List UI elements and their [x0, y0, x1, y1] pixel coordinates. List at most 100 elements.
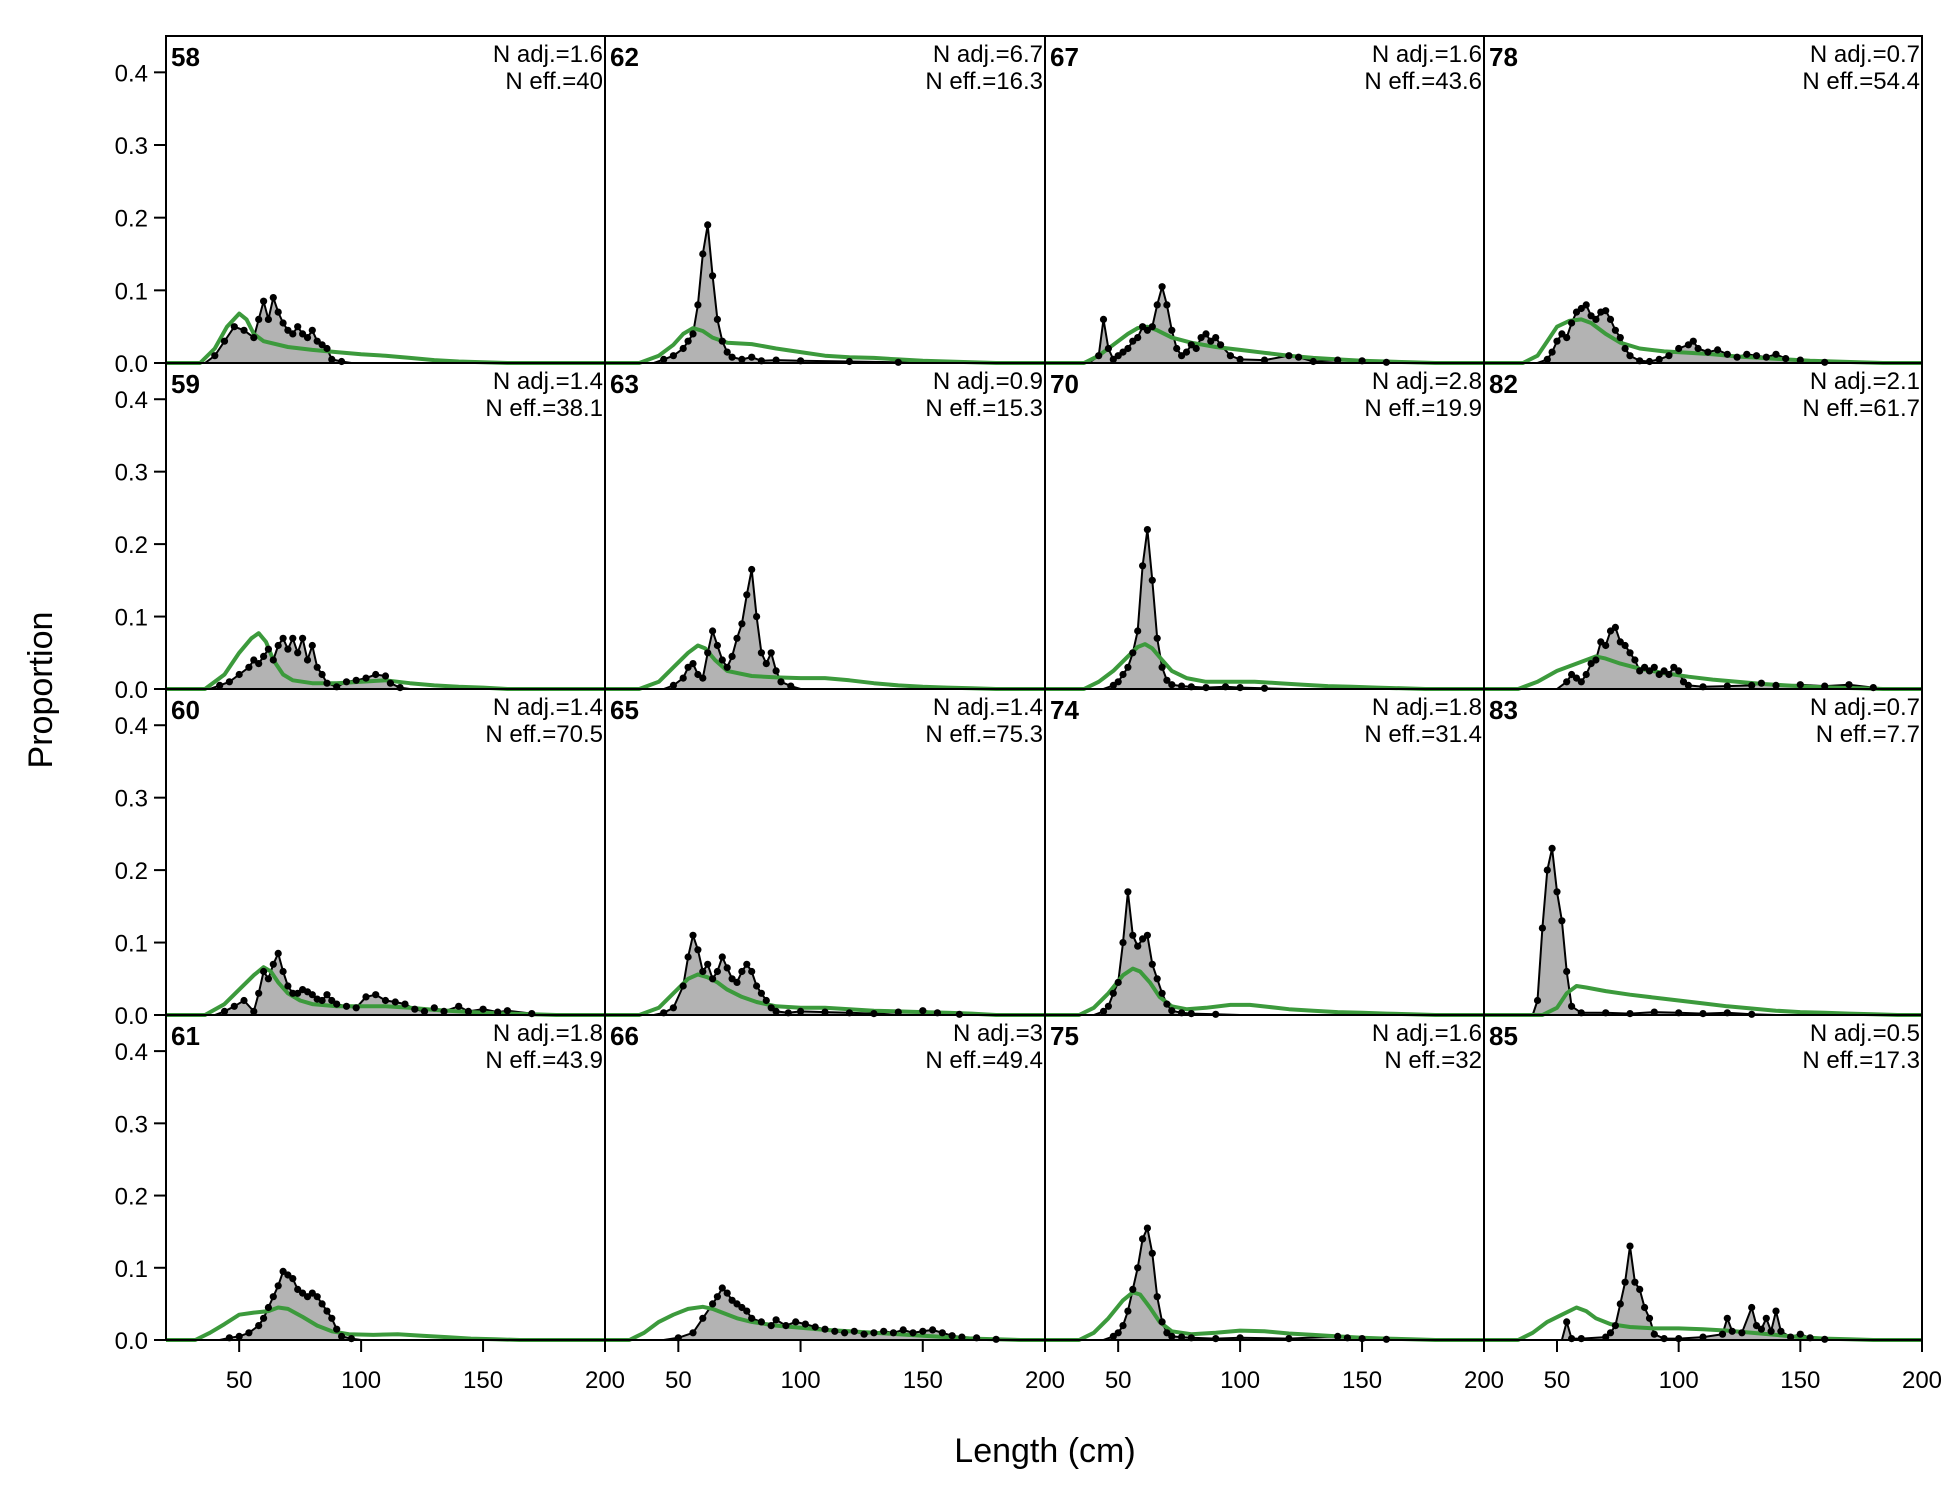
observed-point	[381, 996, 390, 1005]
n-adj-label: N adj.=6.7	[933, 41, 1043, 68]
observed-point	[899, 1326, 907, 1334]
observed-point	[245, 663, 253, 671]
observed-point	[713, 315, 722, 323]
observed-point	[699, 1314, 707, 1322]
y-tick-label: 0.3	[115, 133, 148, 160]
observed-point	[269, 960, 277, 968]
x-tick-label: 50	[665, 1367, 692, 1394]
observed-point	[386, 679, 394, 687]
panel-83: 83 N adj.=0.7N eff.=7.7	[1483, 688, 1923, 1018]
observed-point	[323, 1307, 331, 1315]
observed-point	[1114, 678, 1122, 686]
observed-point	[503, 1007, 511, 1015]
observed-point	[1699, 1010, 1707, 1018]
observed-point	[1699, 1333, 1707, 1341]
observed-point	[704, 221, 712, 229]
observed-point	[1772, 1307, 1780, 1315]
observed-point	[372, 991, 380, 999]
observed-point	[279, 967, 287, 976]
observed-point	[318, 1300, 326, 1308]
panel-61: 61 N adj.=1.8N eff.=43.9	[165, 1014, 606, 1343]
observed-point	[1212, 1335, 1220, 1343]
observed-point	[1187, 341, 1195, 349]
observed-point	[723, 964, 731, 972]
observed-point	[801, 1320, 810, 1328]
observed-point	[1124, 888, 1132, 896]
observed-point	[757, 989, 766, 997]
observed-line	[1484, 848, 1922, 1016]
observed-point	[1645, 1314, 1654, 1322]
observed-point	[1158, 663, 1166, 671]
observed-point	[689, 330, 697, 338]
n-adj-label: N adj.=2.8	[1372, 368, 1482, 395]
observed-point	[1733, 353, 1741, 361]
observed-point	[728, 353, 736, 361]
expected-line	[1484, 984, 1922, 1017]
observed-point	[1543, 355, 1551, 363]
observed-point	[411, 1005, 419, 1013]
observed-point	[1124, 344, 1132, 353]
expected-line	[166, 311, 605, 365]
observed-point	[250, 1007, 258, 1016]
x-tick-label: 50	[1544, 1367, 1571, 1394]
observed-point	[860, 1330, 868, 1338]
observed-point	[338, 357, 346, 366]
observed-point	[342, 1002, 351, 1010]
observed-point	[1295, 353, 1303, 361]
observed-point	[1568, 319, 1576, 327]
observed-point	[362, 674, 370, 682]
observed-point	[294, 989, 302, 997]
observed-point	[1636, 1285, 1644, 1293]
observed-point	[1602, 1333, 1610, 1341]
observed-point	[1723, 350, 1731, 358]
observed-point	[1548, 844, 1556, 853]
observed-area	[1484, 848, 1922, 1015]
y-tick-label: 0.1	[115, 278, 148, 305]
observed-point	[1563, 1318, 1571, 1326]
observed-line	[605, 224, 1045, 364]
observed-point	[1665, 670, 1673, 679]
observed-point	[753, 982, 761, 990]
observed-point	[1129, 931, 1137, 939]
x-axis-col-4: 50 100 150 200	[1544, 1340, 1942, 1394]
observed-point	[841, 1329, 849, 1337]
observed-point	[772, 1316, 780, 1324]
x-tick-label: 150	[903, 1367, 943, 1394]
observed-point	[1621, 641, 1629, 650]
observed-point	[1723, 1314, 1731, 1322]
observed-point	[757, 1318, 766, 1326]
observed-point	[328, 355, 336, 363]
observed-point	[1577, 1335, 1585, 1343]
observed-point	[738, 355, 746, 363]
x-tick-label: 150	[1342, 1367, 1382, 1394]
observed-point	[1611, 623, 1619, 632]
observed-point	[1568, 1335, 1576, 1343]
observed-point	[1626, 1242, 1634, 1250]
n-eff-label: N eff.=15.3	[925, 395, 1043, 422]
panel-label: 65	[610, 695, 639, 725]
panel-label: 58	[171, 42, 200, 72]
observed-point	[1641, 1303, 1649, 1312]
observed-point	[1109, 989, 1117, 997]
observed-point	[1553, 888, 1561, 896]
panel-62: 62 N adj.=6.7N eff.=16.3	[604, 35, 1046, 366]
observed-point	[1226, 352, 1234, 360]
x-tick-label: 100	[1659, 1367, 1699, 1394]
y-tick-label: 0.3	[115, 1111, 148, 1138]
observed-point	[694, 301, 702, 309]
panel-label: 59	[171, 369, 200, 399]
observed-point	[1163, 676, 1171, 684]
panel-label: 63	[610, 369, 639, 399]
observed-point	[762, 660, 770, 668]
y-tick-label: 0.0	[115, 1003, 148, 1030]
y-tick-label: 0.4	[115, 713, 148, 740]
observed-point	[1558, 917, 1566, 925]
n-adj-label: N adj.=0.5	[1810, 1020, 1920, 1047]
observed-point	[767, 649, 775, 657]
observed-point	[1650, 1330, 1658, 1338]
observed-point	[948, 1332, 956, 1340]
observed-point	[1143, 1224, 1151, 1232]
observed-point	[1743, 350, 1751, 358]
observed-point	[748, 1314, 756, 1322]
observed-point	[1772, 350, 1780, 358]
